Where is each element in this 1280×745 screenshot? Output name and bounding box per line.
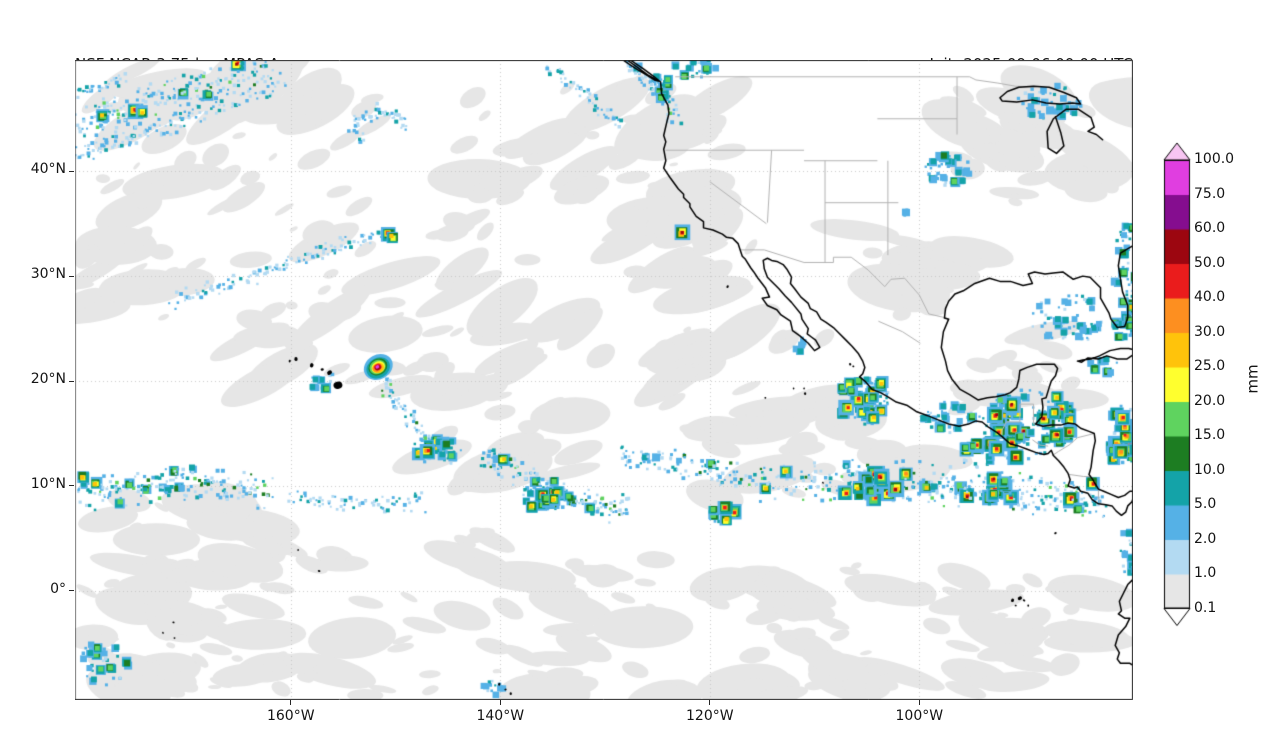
y-tick-label: 10°N [30,475,66,492]
y-tick-label: 0° [50,580,66,597]
colorbar-tick-label: 40.0 [1194,289,1226,305]
colorbar-tick-label: 1.0 [1194,565,1217,581]
y-tick-label: 40°N [30,161,66,178]
colorbar-canvas [1156,141,1202,633]
y-tick-mark [69,590,74,592]
x-tick-mark [709,700,711,705]
colorbar-tick-label: 15.0 [1194,427,1226,443]
colorbar-unit-label: mm [1243,364,1262,394]
x-tick-label: 120°W [686,708,734,724]
x-tick-label: 160°W [266,708,315,724]
colorbar-tick-label: 50.0 [1194,254,1226,271]
colorbar-tick-label: 25.0 [1194,358,1226,374]
x-tick-mark [290,700,292,705]
colorbar: 100.0 75.0 60.0 50.0 40.0 30.0 25.0 20.0 15.0 10.… [1156,141,1280,651]
x-tick-mark [499,700,501,705]
colorbar-tick-label: 2.0 [1194,530,1217,547]
x-tick-mark [918,700,920,705]
colorbar-tick-label: 75.0 [1194,185,1226,202]
colorbar-tick-label: 100.0 [1194,151,1235,167]
map-canvas [75,60,1133,700]
y-tick-label: 30°N [30,266,66,283]
colorbar-tick-label: 5.0 [1194,496,1217,512]
y-tick-mark [69,170,74,172]
x-tick-label: 100°W [895,708,944,724]
colorbar-tick-label: 20.0 [1194,392,1226,409]
colorbar-tick-label: 60.0 [1194,220,1226,236]
y-tick-mark [69,485,74,487]
y-tick-mark [69,275,74,277]
colorbar-tick-label: 0.1 [1194,599,1217,616]
x-tick-label: 140°W [476,708,525,724]
colorbar-tick-label: 30.0 [1194,323,1226,340]
colorbar-tick-label: 10.0 [1194,461,1226,478]
map-frame [75,60,1133,700]
y-tick-mark [69,380,74,382]
y-tick-label: 20°N [30,371,66,388]
